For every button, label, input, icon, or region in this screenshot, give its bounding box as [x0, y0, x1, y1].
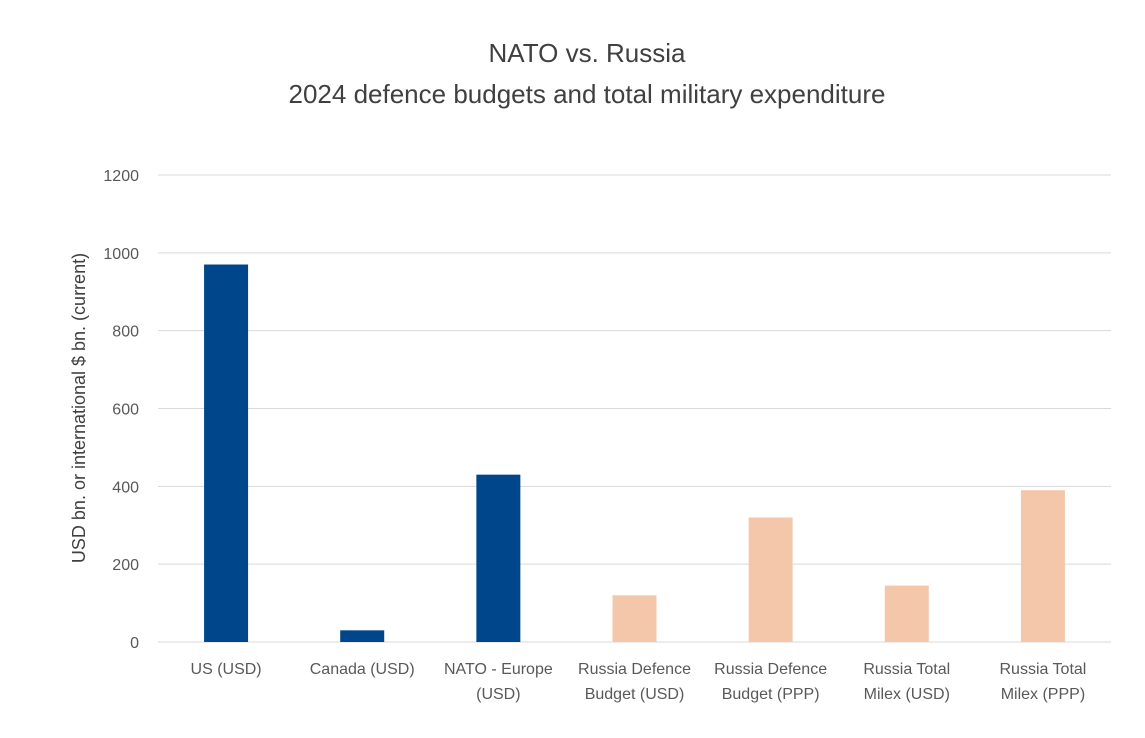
y-tick-label: 0 — [130, 635, 139, 652]
x-category-label: Russia Total — [999, 661, 1086, 678]
chart-subtitle: 2024 defence budgets and total military … — [289, 79, 886, 109]
chart-title: NATO vs. Russia — [489, 38, 687, 68]
x-category-label: NATO - Europe — [444, 661, 553, 678]
x-category-label: Russia Total — [863, 661, 950, 678]
x-category-label: Russia Defence — [714, 661, 827, 678]
bars — [204, 264, 1065, 642]
y-tick-label: 800 — [112, 324, 139, 341]
bar — [884, 585, 929, 642]
y-tick-label: 600 — [112, 402, 139, 419]
bar — [340, 630, 385, 642]
x-axis-labels: US (USD) Canada (USD) NATO - Europe (USD) Ru… — [191, 661, 1087, 703]
x-category-label: (USD) — [476, 686, 520, 703]
y-axis-title: USD bn. or international $ bn. (current) — [69, 253, 89, 563]
bar — [476, 474, 521, 642]
x-category-label: Budget (PPP) — [722, 686, 820, 703]
y-axis-ticks: 0 200 400 600 800 1000 1200 — [103, 168, 139, 652]
y-tick-label: 1000 — [103, 246, 139, 263]
x-category-label: Canada (USD) — [310, 661, 415, 678]
x-category-label: US (USD) — [191, 661, 262, 678]
bar — [748, 517, 793, 642]
x-category-label: Russia Defence — [578, 661, 691, 678]
bar — [612, 595, 657, 642]
bar — [204, 264, 249, 642]
gridlines — [158, 174, 1111, 643]
y-tick-label: 200 — [112, 557, 139, 574]
x-category-label: Milex (PPP) — [1001, 686, 1085, 703]
y-tick-label: 1200 — [103, 168, 139, 185]
bar — [1020, 490, 1065, 642]
y-tick-label: 400 — [112, 479, 139, 496]
x-category-label: Budget (USD) — [585, 686, 685, 703]
x-category-label: Milex (USD) — [864, 686, 950, 703]
